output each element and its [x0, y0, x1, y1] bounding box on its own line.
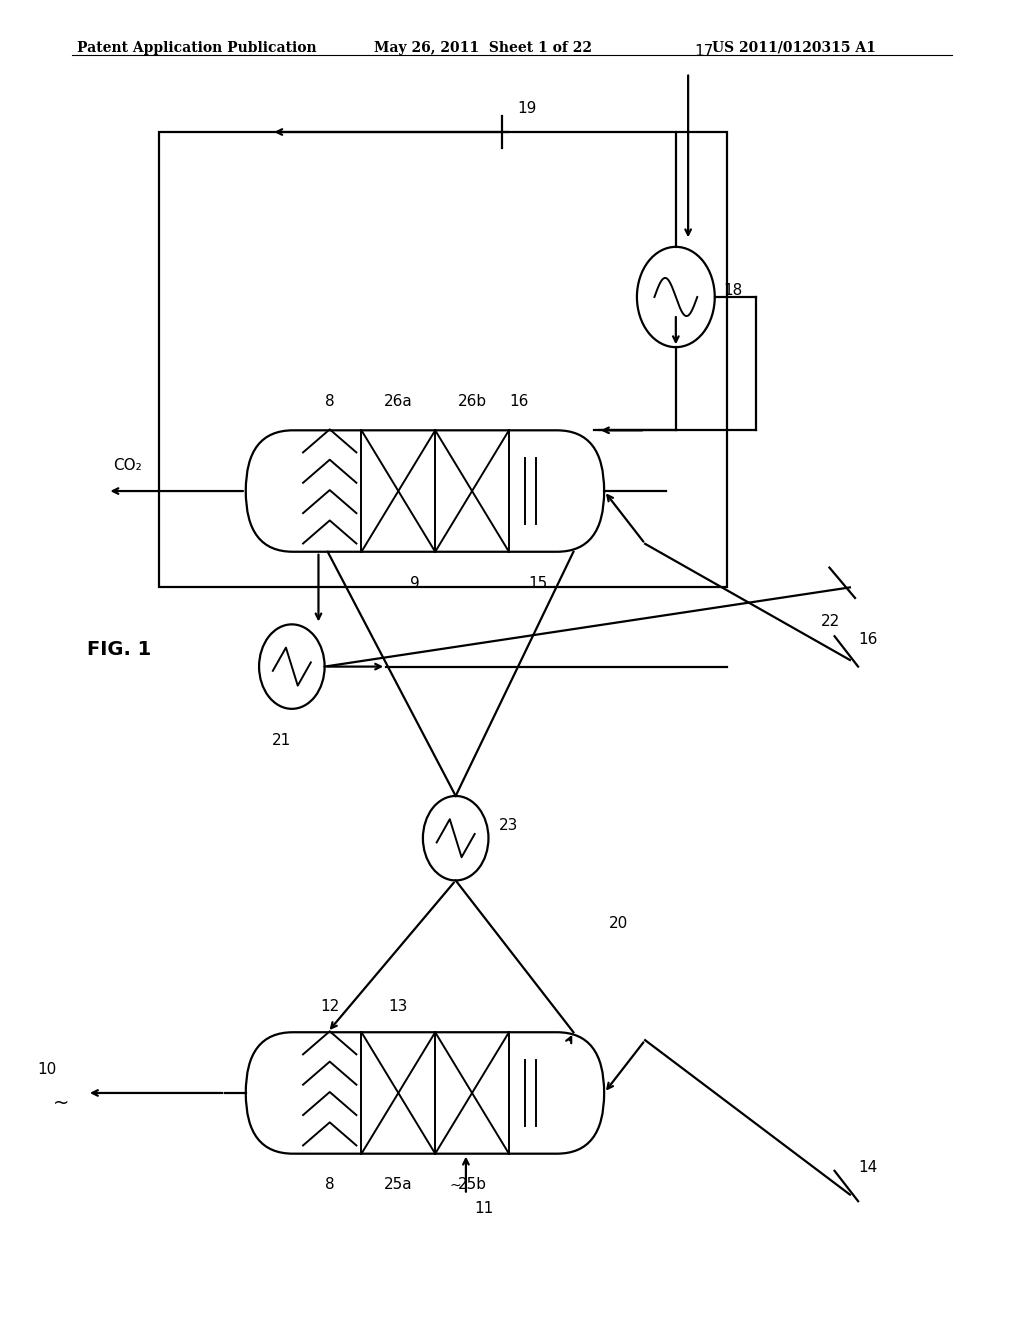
Text: May 26, 2011  Sheet 1 of 22: May 26, 2011 Sheet 1 of 22 — [374, 41, 592, 55]
Text: 26a: 26a — [384, 395, 413, 409]
Bar — [159, 132, 727, 587]
FancyBboxPatch shape — [246, 1032, 604, 1154]
Text: 19: 19 — [517, 102, 537, 116]
Text: 11: 11 — [474, 1201, 494, 1216]
Text: Patent Application Publication: Patent Application Publication — [77, 41, 316, 55]
Text: 25b: 25b — [458, 1177, 486, 1192]
Text: CO₂: CO₂ — [113, 458, 141, 473]
Text: 12: 12 — [321, 999, 339, 1014]
Text: 21: 21 — [272, 733, 291, 747]
Text: 25a: 25a — [384, 1177, 413, 1192]
Text: ~: ~ — [450, 1179, 461, 1192]
Text: 9: 9 — [410, 576, 420, 590]
Text: 14: 14 — [858, 1160, 878, 1175]
FancyBboxPatch shape — [246, 430, 604, 552]
Text: 20: 20 — [609, 916, 629, 932]
Text: 8: 8 — [325, 395, 335, 409]
Text: 17: 17 — [694, 45, 714, 59]
Text: 10: 10 — [37, 1063, 56, 1077]
Text: 15: 15 — [528, 576, 547, 590]
Text: 23: 23 — [499, 817, 518, 833]
Text: US 2011/0120315 A1: US 2011/0120315 A1 — [712, 41, 876, 55]
Text: 16: 16 — [510, 395, 528, 409]
Text: ~: ~ — [53, 1094, 70, 1113]
Text: 8: 8 — [325, 1177, 335, 1192]
Text: 18: 18 — [723, 282, 742, 298]
Text: FIG. 1: FIG. 1 — [87, 640, 152, 659]
Text: 26b: 26b — [458, 395, 486, 409]
Text: 22: 22 — [820, 614, 840, 628]
Text: 16: 16 — [858, 632, 878, 647]
Text: 13: 13 — [389, 999, 408, 1014]
